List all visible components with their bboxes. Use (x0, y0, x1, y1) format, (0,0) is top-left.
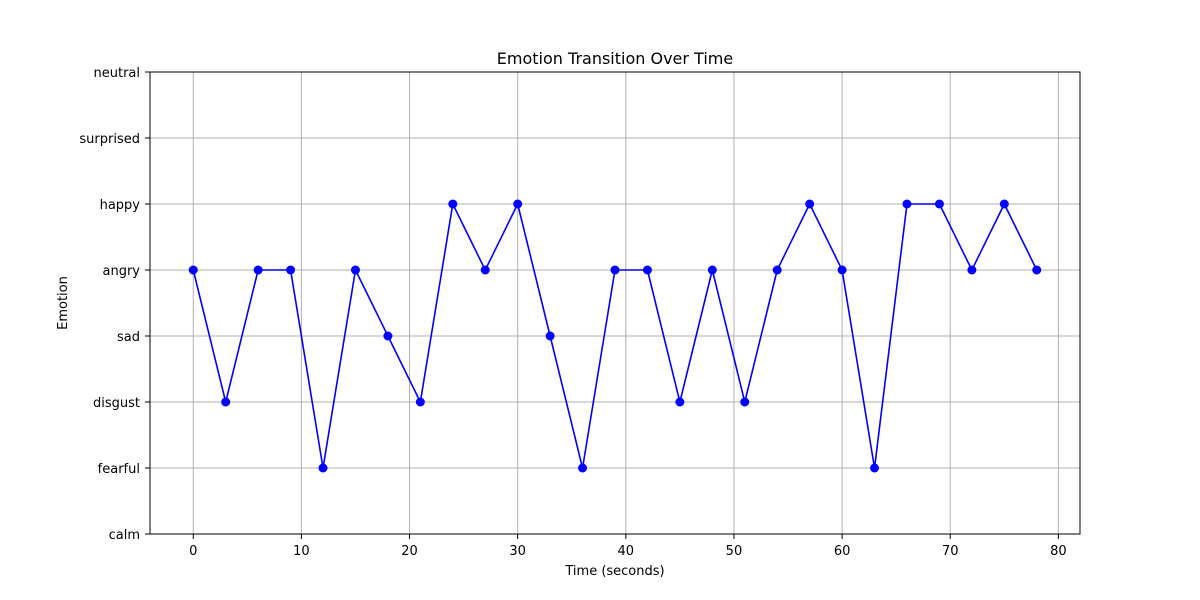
data-point (707, 265, 717, 275)
data-point (415, 397, 425, 407)
data-point (480, 265, 490, 275)
data-point (318, 463, 328, 473)
data-point (448, 199, 458, 209)
data-point (513, 199, 523, 209)
data-point (642, 265, 652, 275)
x-tick-label: 80 (1050, 544, 1067, 559)
y-tick-label: disgust (93, 396, 140, 411)
x-tick-label: 70 (942, 544, 959, 559)
data-point (188, 265, 198, 275)
data-point (870, 463, 880, 473)
data-point (350, 265, 360, 275)
data-point (610, 265, 620, 275)
y-axis-label: Emotion (56, 276, 71, 330)
y-tick-label: neutral (94, 66, 141, 81)
y-tick-label: surprised (79, 132, 140, 147)
data-point (545, 331, 555, 341)
x-tick-label: 50 (726, 544, 743, 559)
grid-layer (150, 71, 1080, 535)
data-point (578, 463, 588, 473)
y-tick-label: calm (109, 528, 140, 543)
data-point (740, 397, 750, 407)
x-tick-label: 0 (189, 544, 197, 559)
data-point (934, 199, 944, 209)
data-point (999, 199, 1009, 209)
chart-title: Emotion Transition Over Time (497, 49, 733, 68)
y-tick-label: happy (100, 198, 141, 213)
x-tick-label: 40 (618, 544, 635, 559)
data-point (967, 265, 977, 275)
data-point (805, 199, 815, 209)
data-point (383, 331, 393, 341)
x-axis-label: Time (seconds) (564, 564, 664, 579)
data-point (772, 265, 782, 275)
x-tick-label: 10 (293, 544, 310, 559)
data-point (221, 397, 231, 407)
y-tick-label: fearful (98, 462, 140, 477)
y-tick-label: angry (103, 264, 141, 279)
data-point (1032, 265, 1042, 275)
x-tick-label: 60 (834, 544, 851, 559)
data-point (902, 199, 912, 209)
plot-frame (149, 71, 1081, 535)
tick-layer: 0 10 20 30 40 50 60 70 80 calm fearful disgust sad an… (79, 66, 1066, 559)
x-tick-label: 30 (509, 544, 526, 559)
data-point (253, 265, 263, 275)
data-point (837, 265, 847, 275)
x-tick-label: 20 (401, 544, 418, 559)
data-point (675, 397, 685, 407)
y-tick-label: sad (117, 330, 140, 345)
data-point (286, 265, 296, 275)
series-layer (188, 199, 1042, 473)
